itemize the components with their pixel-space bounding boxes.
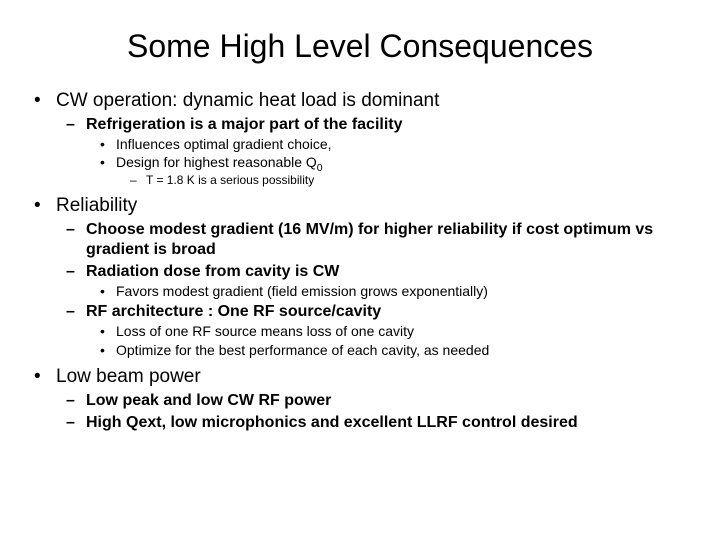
bullet-l2: High Qext, low microphonics and excellen…: [30, 413, 690, 433]
bullet-l2: Refrigeration is a major part of the fac…: [30, 115, 690, 135]
text: Design for highest reasonable Q: [116, 154, 317, 170]
bullet-l2: Choose modest gradient (16 MV/m) for hig…: [30, 220, 690, 260]
bullet-l3: Loss of one RF source means loss of one …: [30, 323, 690, 341]
bullet-l4: T = 1.8 K is a serious possibility: [30, 173, 690, 188]
bullet-l2: Radiation dose from cavity is CW: [30, 262, 690, 282]
bullet-l2: RF architecture : One RF source/cavity: [30, 302, 690, 322]
slide-content: CW operation: dynamic heat load is domin…: [0, 89, 720, 433]
bullet-l1: CW operation: dynamic heat load is domin…: [30, 89, 690, 113]
bullet-l1: Reliability: [30, 194, 690, 218]
bullet-l3: Design for highest reasonable Q0: [30, 154, 690, 172]
bullet-l3: Optimize for the best performance of eac…: [30, 342, 690, 360]
bullet-l3: Influences optimal gradient choice,: [30, 136, 690, 154]
bullet-l1: Low beam power: [30, 365, 690, 389]
slide-title: Some High Level Consequences: [0, 0, 720, 83]
bullet-l2: Low peak and low CW RF power: [30, 391, 690, 411]
bullet-l3: Favors modest gradient (field emission g…: [30, 283, 690, 301]
slide: Some High Level Consequences CW operatio…: [0, 0, 720, 540]
